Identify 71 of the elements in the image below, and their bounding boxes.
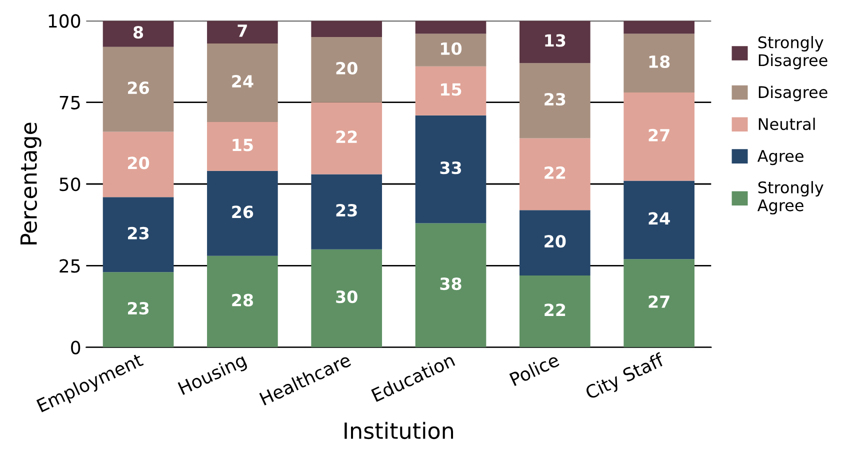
data-label: 24 bbox=[232, 74, 254, 88]
bar bbox=[415, 20, 486, 34]
y-tick-label: 0 bbox=[71, 340, 80, 354]
bar bbox=[415, 115, 486, 224]
data-label: 23 bbox=[336, 204, 357, 217]
bar bbox=[311, 20, 382, 38]
y-tick-label: 25 bbox=[60, 259, 80, 273]
legend-label: Strongly Agree bbox=[757, 181, 824, 214]
bar bbox=[311, 249, 382, 348]
bar bbox=[311, 37, 382, 102]
bar bbox=[624, 34, 694, 93]
data-label: 30 bbox=[336, 290, 358, 304]
bar bbox=[415, 223, 486, 348]
data-label: 26 bbox=[232, 206, 254, 218]
data-label: 20 bbox=[336, 62, 358, 75]
data-label: 18 bbox=[649, 55, 670, 68]
y-tick-label: 50 bbox=[60, 177, 80, 192]
x-tick-label: Police bbox=[509, 352, 560, 386]
legend-label: Neutral bbox=[758, 118, 815, 130]
data-label: 23 bbox=[128, 302, 149, 315]
bar bbox=[311, 174, 382, 250]
y-tick-label: 75 bbox=[60, 96, 80, 110]
bar bbox=[102, 46, 174, 132]
bar bbox=[520, 275, 590, 348]
bar bbox=[102, 20, 174, 47]
y-axis-title: Percentage bbox=[20, 122, 42, 244]
data-label: 7 bbox=[238, 24, 247, 37]
data-label: 27 bbox=[648, 295, 670, 308]
bar bbox=[624, 259, 694, 348]
x-tick-label: City Staff bbox=[584, 352, 667, 403]
bar bbox=[102, 197, 174, 272]
bar bbox=[207, 170, 278, 256]
bar bbox=[102, 132, 174, 198]
legend-label: Agree bbox=[757, 150, 804, 166]
x-axis-title: Institution bbox=[344, 422, 454, 440]
data-label: 26 bbox=[128, 82, 149, 94]
data-label: 22 bbox=[544, 304, 566, 316]
bar bbox=[520, 20, 590, 64]
data-label: 38 bbox=[440, 277, 462, 290]
bar bbox=[207, 256, 278, 348]
bar bbox=[207, 122, 278, 171]
bar bbox=[520, 63, 590, 138]
data-label: 20 bbox=[544, 235, 566, 248]
data-label: 15 bbox=[441, 83, 462, 96]
data-label: 22 bbox=[544, 166, 566, 179]
bar bbox=[624, 20, 694, 34]
data-label: 8 bbox=[134, 26, 144, 39]
data-label: 15 bbox=[232, 138, 253, 152]
bar bbox=[624, 92, 694, 181]
bar bbox=[415, 66, 486, 116]
bar bbox=[207, 44, 278, 122]
bar bbox=[311, 102, 382, 174]
data-label: 33 bbox=[440, 162, 462, 174]
legend-label: Strongly Disagree bbox=[758, 36, 828, 70]
data-label: 23 bbox=[544, 92, 566, 106]
legend-label: Disagree bbox=[758, 86, 828, 102]
data-label: 24 bbox=[648, 212, 670, 225]
data-label: 22 bbox=[336, 130, 357, 143]
y-tick-label: 100 bbox=[48, 14, 80, 28]
bar bbox=[520, 210, 590, 276]
bar bbox=[102, 272, 174, 348]
data-label: 20 bbox=[128, 156, 150, 170]
data-label: 28 bbox=[232, 294, 253, 306]
bar bbox=[520, 138, 590, 210]
data-label: 10 bbox=[441, 42, 462, 55]
data-label: 13 bbox=[545, 34, 566, 47]
bar bbox=[624, 180, 694, 260]
data-label: 27 bbox=[648, 128, 670, 142]
bar bbox=[207, 20, 278, 44]
bar bbox=[415, 34, 486, 66]
data-label: 23 bbox=[128, 226, 149, 240]
